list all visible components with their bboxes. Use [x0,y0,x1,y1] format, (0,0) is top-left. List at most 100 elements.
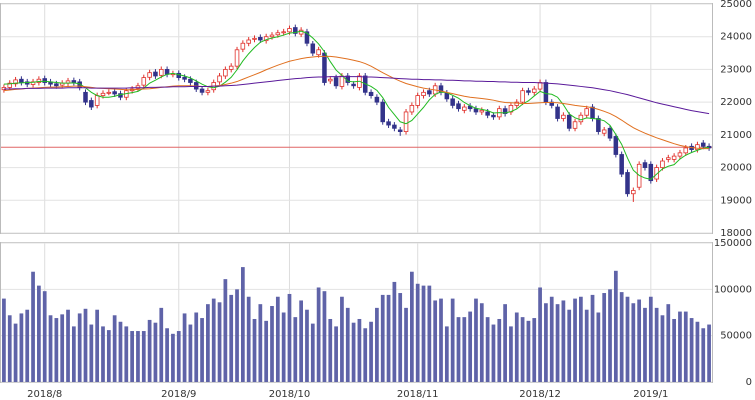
y-tick-label: 0 [746,377,752,388]
candle-body [613,136,619,155]
volume-bar [211,298,216,382]
x-tick-label: 2019/1 [633,389,668,400]
candle-body [182,76,187,80]
candle-body [415,95,420,106]
x-tick-label: 2018/11 [397,389,439,400]
volume-bar [322,291,327,382]
volume-bar [427,285,432,382]
volume-bar [450,298,455,382]
candle-body [660,160,665,168]
candle-body [164,69,170,75]
candle-body [13,79,18,85]
candle-body [36,78,42,83]
volume-bar [375,307,379,382]
candle-body [281,31,286,34]
candle-body [368,91,374,97]
candle-body [625,172,630,195]
candle-body [100,92,106,96]
candle-body [683,147,689,154]
volume-bar [77,313,82,382]
candle-body [654,167,659,180]
volume-bar [404,307,408,382]
volume-bar [538,287,542,382]
candle-body [83,91,88,103]
moving-average-line [3,76,710,115]
candle-body [94,95,100,106]
volume-bar [643,307,647,382]
candle-body [631,190,636,195]
volume-bar [363,328,368,382]
volume-bar [37,285,41,382]
volume-bar [328,318,333,382]
candle-body [71,80,77,83]
candle-body [421,91,426,97]
moving-average-line [3,55,710,150]
candle-body [89,100,94,108]
volume-bar [264,320,269,382]
volume-bar [299,300,304,382]
volume-bar [101,326,105,382]
candle-body [135,85,141,89]
volume-bar [421,285,426,382]
y-tick-label: 100000 [714,284,752,295]
volume-bar [561,300,566,382]
volume-bar [60,314,65,382]
candle-body [106,91,112,94]
volume-bar [579,296,583,382]
volume-bar [497,318,502,382]
candle-body [54,83,59,87]
candle-body [403,111,409,132]
candle-body [619,154,624,175]
volume-bar [526,320,531,382]
volume-bar [567,309,572,382]
volume-bar [136,331,140,382]
volume-bar [281,312,286,382]
candle-body [374,96,380,103]
candle-body [258,36,263,41]
volume-bar [310,323,315,382]
volume-bar [95,309,100,382]
volume-bar [194,312,199,382]
volume-bar [83,308,88,382]
volume-bar [369,321,373,382]
volume-bar [648,296,653,382]
volume-bar [252,318,257,382]
volume-bar [130,331,134,382]
candle-body [607,127,613,139]
y-tick-label: 19000 [720,195,752,206]
volume-bar [165,328,169,382]
volume-bar [270,306,274,382]
y-tick-label: 25000 [720,0,752,10]
candle-body [19,78,24,83]
volume-bar [409,271,414,382]
volume-bar [520,317,525,382]
candle-body [246,39,251,44]
candle-body [666,157,671,160]
candle-body [427,90,432,95]
volume-bar [672,318,676,382]
volume-bar [573,298,577,382]
candle-body [269,34,275,38]
volume-bar [590,294,595,382]
volume-bar [42,291,47,382]
candle-body [386,121,391,126]
candle-body [473,108,479,113]
volume-bar [415,283,420,382]
y-tick-label: 23000 [720,64,752,75]
volume-bar [229,294,234,382]
candle-body [310,43,316,54]
candle-body [695,144,700,150]
volume-bar [549,296,554,382]
volume-bar [141,331,146,382]
volume-bar [31,271,35,382]
volume-bar [206,304,210,382]
candle-body [531,88,537,93]
candle-body [596,118,601,132]
volume-bar [66,309,70,382]
volume-bar [660,315,665,382]
volume-bar [386,294,391,382]
candle-body [479,109,485,113]
moving-average-line [3,30,710,180]
volume-bar [619,292,624,382]
candle-body [601,129,607,134]
